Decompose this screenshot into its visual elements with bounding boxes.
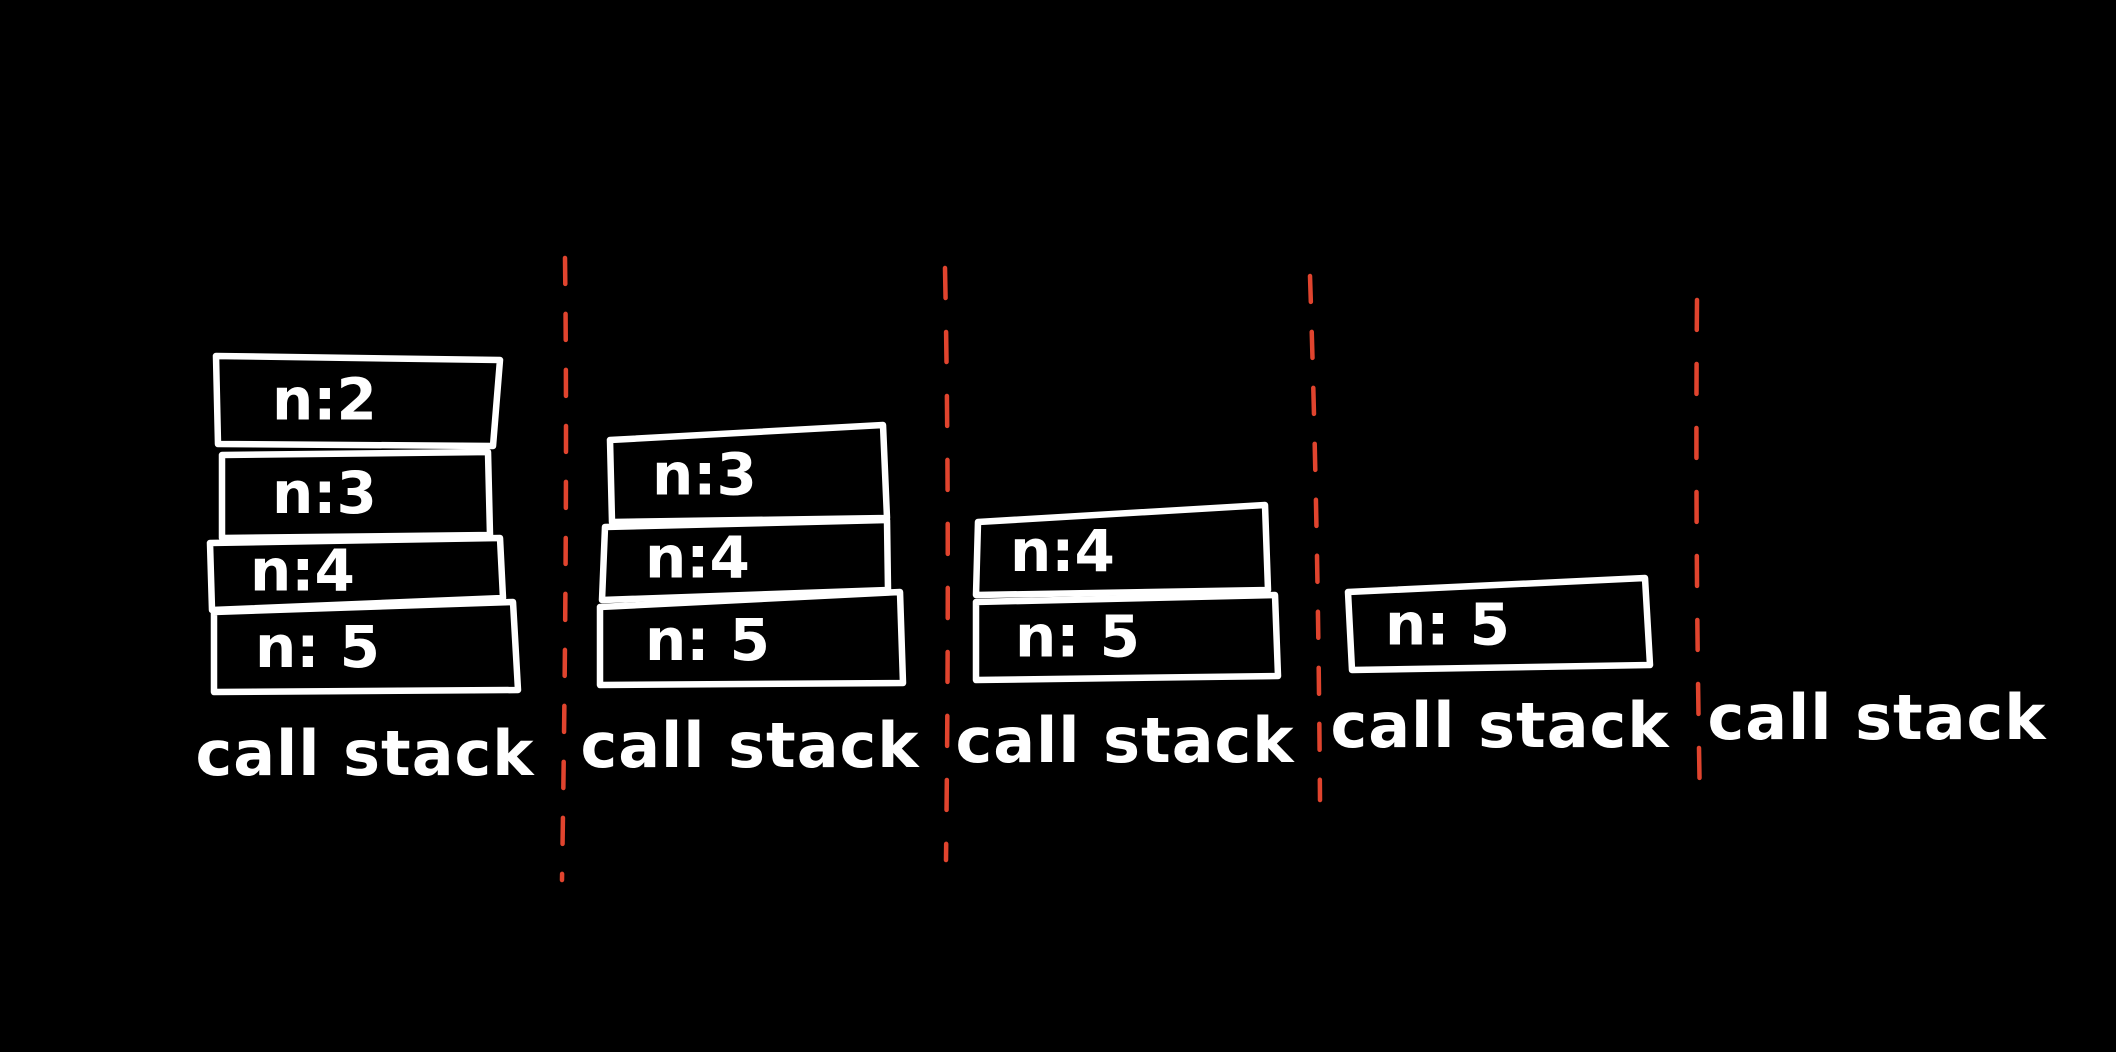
stack-frame: n: 5: [972, 591, 1282, 684]
stack-frame: n:4: [972, 501, 1272, 599]
call-stack-2: n:3 n:4 n: 5 call stack: [580, 421, 920, 782]
stack-frame: n: 5: [596, 588, 907, 689]
stack-frame-label: n: 5: [255, 613, 380, 681]
stack-frame-label: n:3: [652, 440, 757, 508]
stack-frame: n:4: [206, 534, 507, 614]
divider-line-2: [942, 265, 951, 863]
call-stack-caption: call stack: [1707, 681, 2047, 754]
call-stack-5: call stack: [1707, 681, 2047, 754]
stack-frame-label: n: 5: [1015, 602, 1140, 670]
stack-frame: n:3: [218, 448, 494, 542]
call-stack-caption: call stack: [580, 709, 920, 782]
stack-frame-box: [210, 598, 522, 696]
stack-frame-box: [596, 588, 907, 689]
divider-line-4: [1694, 297, 1703, 808]
stack-frame-box: [212, 352, 504, 450]
stack-frame-label: n:4: [250, 536, 355, 604]
stack-frame-label: n: 5: [1385, 590, 1510, 658]
stack-frame: n:4: [598, 516, 892, 604]
call-stack-1: n:2 n:3 n:4 n: 5 call stack: [195, 352, 535, 790]
stack-frame-box: [1344, 574, 1654, 674]
stack-frame: n: 5: [1344, 574, 1654, 674]
stacks: n:2 n:3 n:4 n: 5 call stack n:3 n:4 n: 5 call st…: [195, 352, 2047, 790]
stack-frame-box: [206, 534, 507, 614]
stack-frame-label: n:3: [272, 459, 377, 527]
dividers: [559, 255, 1703, 883]
call-stack-4: n: 5 call stack: [1330, 574, 1670, 762]
stack-frame: n:3: [606, 421, 891, 526]
stack-frame: n:2: [212, 352, 504, 450]
divider-line-3: [1307, 273, 1323, 803]
call-stack-caption: call stack: [955, 704, 1295, 777]
stack-frame-label: n:4: [1010, 517, 1115, 585]
stack-frame-box: [972, 591, 1282, 684]
call-stack-caption: call stack: [1330, 689, 1670, 762]
divider-line-1: [559, 255, 569, 883]
stack-frame-box: [972, 501, 1272, 599]
call-stack-3: n:4 n: 5 call stack: [955, 501, 1295, 777]
stack-frame-label: n:4: [645, 523, 750, 591]
stack-frame-label: n:2: [272, 366, 377, 434]
stack-frame: n: 5: [210, 598, 522, 696]
stack-frame-label: n: 5: [645, 606, 770, 674]
call-stack-caption: call stack: [195, 717, 535, 790]
